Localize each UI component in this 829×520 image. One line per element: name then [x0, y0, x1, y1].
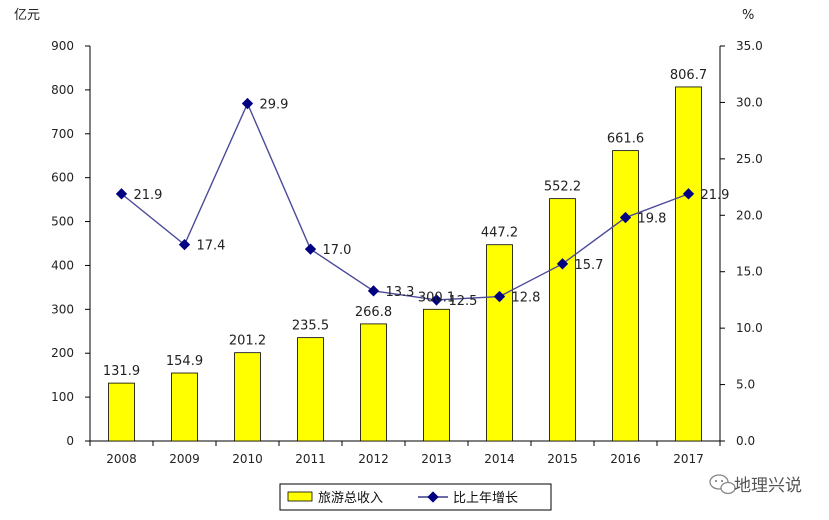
x-tick-label: 2010 [232, 452, 263, 466]
line-point [682, 188, 695, 200]
bar-value-label: 661.6 [607, 132, 644, 147]
axes: 0 100 200 300 400 500 600 700 800 900 0.0 5.0 10.0 15… [51, 39, 763, 466]
x-tick-label: 2009 [169, 452, 200, 466]
left-tick-label: 400 [51, 258, 74, 272]
line-point [430, 294, 443, 306]
bar [360, 323, 387, 442]
left-tick-label: 200 [51, 346, 74, 360]
right-axis-unit: % [742, 8, 754, 23]
right-tick-label: 10.0 [736, 321, 763, 335]
bar-value-label: 300.1 [418, 290, 455, 305]
bar-value-label: 235.5 [292, 319, 329, 334]
line-point [619, 211, 632, 224]
line-point [493, 290, 506, 303]
bar-value-label: 201.2 [229, 334, 266, 349]
bar [297, 337, 324, 442]
watermark-text: 地理兴说 [734, 476, 802, 496]
right-tick-label: 25.0 [736, 152, 763, 166]
bar [423, 308, 450, 442]
line-value-label: 17.4 [197, 239, 226, 254]
line-value-label: 19.8 [638, 212, 667, 227]
legend: 旅游总收入 比上年增长 [279, 483, 552, 511]
x-tick-label: 2016 [610, 452, 641, 466]
legend-box [279, 483, 552, 511]
left-tick-label: 700 [51, 127, 74, 141]
growth-line [121, 101, 689, 301]
line-point [556, 258, 569, 270]
line-series [115, 97, 695, 306]
x-tick-label: 2012 [358, 452, 389, 466]
left-tick-label: 0 [66, 434, 74, 448]
bar-value-label: 806.7 [670, 68, 707, 83]
left-axis-unit: 亿元 [14, 8, 40, 23]
left-tick-label: 500 [51, 215, 74, 229]
legend-line-label: 比上年增长 [453, 491, 518, 506]
line-value-label: 17.0 [323, 243, 352, 258]
line-value-label: 29.9 [260, 98, 289, 113]
line-value-label: 13.3 [386, 285, 415, 300]
line-point [178, 238, 191, 251]
x-tick-label: 2008 [106, 452, 137, 466]
wechat-icon [709, 474, 736, 495]
line-value-label: 12.5 [449, 294, 478, 309]
x-tick-label: 2011 [295, 452, 326, 466]
left-tick-label: 300 [51, 302, 74, 316]
line-value-label: 21.9 [134, 188, 163, 203]
bar-value-label: 447.2 [481, 226, 518, 241]
data-labels: 131.9 154.9 201.2 235.5 266.8 300.1 447.2 552.2… [103, 68, 730, 379]
bar [549, 198, 576, 442]
x-tick-label: 2017 [673, 452, 704, 466]
x-tick-label: 2013 [421, 452, 452, 466]
bar-value-label: 154.9 [166, 354, 203, 369]
bar-value-label: 266.8 [355, 305, 392, 320]
line-value-label: 12.8 [512, 291, 541, 306]
watermark: 地理兴说 [709, 474, 802, 496]
left-tick-label: 100 [51, 390, 74, 404]
legend-bar-swatch [287, 491, 313, 502]
line-point [367, 285, 380, 297]
bar [234, 352, 261, 442]
right-tick-label: 15.0 [736, 265, 763, 279]
line-value-label: 21.9 [701, 188, 730, 203]
bar-value-label: 131.9 [103, 364, 140, 379]
line-value-label: 15.7 [575, 258, 604, 273]
bar-series [108, 86, 702, 442]
left-tick-label: 600 [51, 171, 74, 185]
right-tick-label: 35.0 [736, 39, 763, 53]
right-tick-label: 20.0 [736, 208, 763, 222]
bar [612, 150, 639, 442]
bar [171, 372, 198, 442]
left-tick-label: 900 [51, 39, 74, 53]
bar [486, 244, 513, 442]
bar [675, 86, 702, 442]
right-tick-label: 30.0 [736, 95, 763, 109]
left-tick-label: 800 [51, 83, 74, 97]
line-point [241, 97, 254, 110]
x-tick-label: 2015 [547, 452, 578, 466]
right-tick-label: 0.0 [736, 434, 755, 448]
x-tick-label: 2014 [484, 452, 515, 466]
legend-line-marker [427, 491, 439, 503]
line-point [304, 243, 317, 255]
legend-bar-label: 旅游总收入 [318, 491, 383, 506]
bar [108, 382, 135, 442]
bar-value-label: 552.2 [544, 180, 581, 195]
right-tick-label: 5.0 [736, 378, 755, 392]
